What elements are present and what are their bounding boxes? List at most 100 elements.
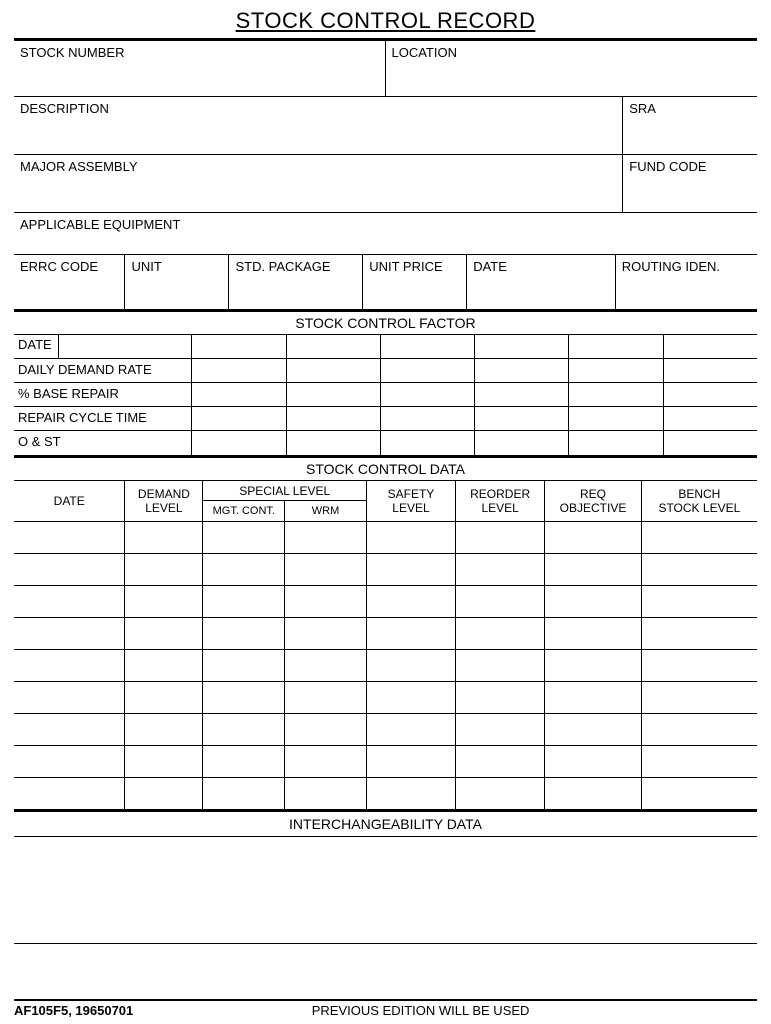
scd-cell[interactable] [14, 682, 125, 713]
scd-cell[interactable] [545, 554, 642, 585]
scd-cell[interactable] [125, 650, 203, 681]
scd-cell[interactable] [456, 618, 545, 649]
field-fund-code[interactable]: FUND CODE [623, 155, 757, 212]
scf-cell[interactable] [192, 359, 286, 382]
scd-cell[interactable] [14, 522, 125, 553]
scd-cell[interactable] [14, 650, 125, 681]
scd-cell[interactable] [14, 618, 125, 649]
scd-cell[interactable] [125, 586, 203, 617]
field-unit[interactable]: UNIT [125, 255, 229, 309]
scd-cell[interactable] [125, 714, 203, 745]
scf-cell[interactable] [287, 383, 381, 406]
scd-cell[interactable] [456, 586, 545, 617]
scd-cell[interactable] [642, 682, 757, 713]
scd-cell[interactable] [203, 618, 285, 649]
field-unit-price[interactable]: UNIT PRICE [363, 255, 467, 309]
scd-cell[interactable] [642, 586, 757, 617]
scd-cell[interactable] [285, 650, 367, 681]
scf-cell[interactable] [381, 359, 475, 382]
scd-cell[interactable] [456, 714, 545, 745]
scf-cell[interactable] [192, 383, 286, 406]
scf-cell[interactable] [664, 383, 757, 406]
scd-cell[interactable] [14, 586, 125, 617]
scd-cell[interactable] [125, 778, 203, 809]
scd-cell[interactable] [367, 746, 456, 777]
scf-cell[interactable] [287, 359, 381, 382]
scf-cell[interactable] [569, 431, 663, 455]
scf-cell[interactable] [569, 407, 663, 430]
scd-cell[interactable] [456, 554, 545, 585]
scd-cell[interactable] [545, 586, 642, 617]
scd-cell[interactable] [456, 746, 545, 777]
scf-cell[interactable] [664, 431, 757, 455]
scd-cell[interactable] [456, 522, 545, 553]
scd-cell[interactable] [203, 778, 285, 809]
scf-cell[interactable] [664, 335, 757, 358]
scd-cell[interactable] [285, 554, 367, 585]
scd-cell[interactable] [125, 618, 203, 649]
scf-cell[interactable] [381, 431, 475, 455]
scd-cell[interactable] [545, 714, 642, 745]
scd-cell[interactable] [14, 554, 125, 585]
scd-cell[interactable] [642, 522, 757, 553]
scd-cell[interactable] [203, 746, 285, 777]
scd-cell[interactable] [545, 682, 642, 713]
scf-cell[interactable] [192, 431, 286, 455]
scd-cell[interactable] [203, 650, 285, 681]
scf-cell[interactable] [287, 335, 381, 358]
scf-cell[interactable] [475, 359, 569, 382]
scd-cell[interactable] [285, 618, 367, 649]
scf-cell[interactable] [381, 335, 475, 358]
field-description[interactable]: DESCRIPTION [14, 97, 623, 154]
scd-cell[interactable] [125, 682, 203, 713]
field-date[interactable]: DATE [467, 255, 616, 309]
scf-cell[interactable] [475, 407, 569, 430]
scf-cell[interactable] [192, 407, 286, 430]
scd-cell[interactable] [367, 554, 456, 585]
scf-cell[interactable] [475, 431, 569, 455]
field-stock-number[interactable]: STOCK NUMBER [14, 41, 386, 96]
scd-cell[interactable] [125, 554, 203, 585]
scd-cell[interactable] [367, 586, 456, 617]
scd-cell[interactable] [203, 554, 285, 585]
scf-cell[interactable] [192, 335, 286, 358]
scd-cell[interactable] [285, 746, 367, 777]
field-routing-iden[interactable]: ROUTING IDEN. [616, 255, 757, 309]
scd-cell[interactable] [545, 746, 642, 777]
scd-cell[interactable] [642, 618, 757, 649]
scd-cell[interactable] [367, 778, 456, 809]
scd-cell[interactable] [285, 522, 367, 553]
scd-cell[interactable] [367, 650, 456, 681]
scd-cell[interactable] [14, 746, 125, 777]
scd-cell[interactable] [14, 778, 125, 809]
field-errc-code[interactable]: ERRC CODE [14, 255, 125, 309]
scd-cell[interactable] [285, 586, 367, 617]
scd-cell[interactable] [285, 682, 367, 713]
scd-cell[interactable] [642, 746, 757, 777]
scf-cell[interactable] [475, 383, 569, 406]
scd-cell[interactable] [642, 554, 757, 585]
scd-cell[interactable] [285, 714, 367, 745]
scd-cell[interactable] [203, 682, 285, 713]
scf-cell[interactable] [569, 383, 663, 406]
scd-cell[interactable] [456, 682, 545, 713]
scf-cell[interactable] [569, 335, 663, 358]
block-interchangeability[interactable] [14, 836, 757, 944]
scd-cell[interactable] [642, 714, 757, 745]
scd-cell[interactable] [203, 586, 285, 617]
scd-cell[interactable] [203, 714, 285, 745]
scf-cell[interactable] [381, 407, 475, 430]
scd-cell[interactable] [545, 522, 642, 553]
scd-cell[interactable] [125, 746, 203, 777]
scd-cell[interactable] [642, 650, 757, 681]
scd-cell[interactable] [367, 714, 456, 745]
scd-cell[interactable] [545, 778, 642, 809]
scd-cell[interactable] [545, 650, 642, 681]
field-location[interactable]: LOCATION [386, 41, 758, 96]
scf-cell[interactable] [287, 431, 381, 455]
scf-cell[interactable] [475, 335, 569, 358]
field-sra[interactable]: SRA [623, 97, 757, 154]
scd-cell[interactable] [203, 522, 285, 553]
scd-cell[interactable] [367, 522, 456, 553]
scf-cell[interactable] [569, 359, 663, 382]
